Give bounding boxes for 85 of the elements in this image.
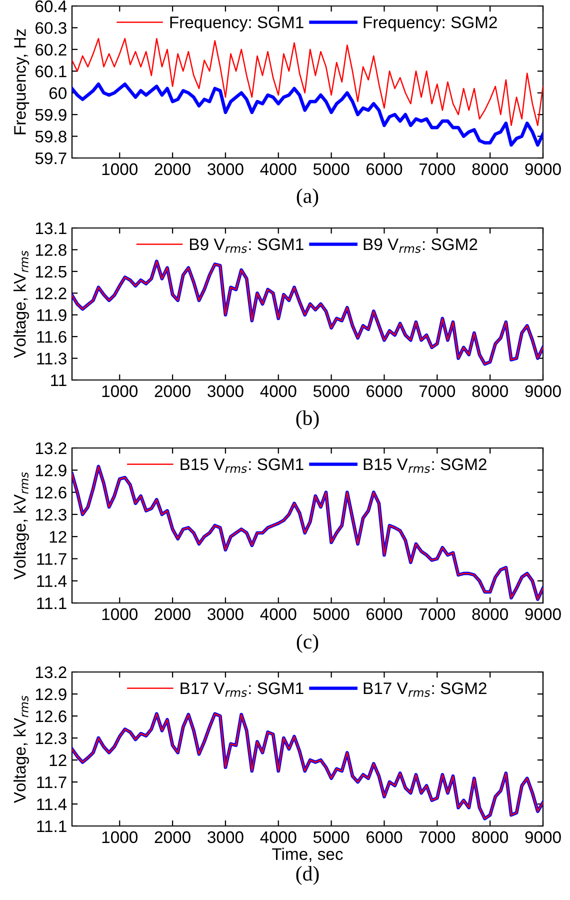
y-tick-label: 60.1 bbox=[36, 66, 66, 78]
legend-label: B17 V$_{rms}$: SGM2 bbox=[364, 682, 486, 697]
x-tick-label: 6000 bbox=[366, 163, 402, 176]
x-tick-label: 3000 bbox=[208, 163, 244, 176]
x-tick-label: 2000 bbox=[154, 831, 190, 844]
y-tick-label: 12 bbox=[50, 754, 66, 766]
y-tick-label: 12.9 bbox=[36, 464, 66, 476]
y-tick-label: 11.7 bbox=[37, 776, 66, 788]
x-tick-label: 9000 bbox=[525, 163, 561, 176]
x-tick-label: 4000 bbox=[260, 831, 296, 844]
x-tick-label: 1000 bbox=[102, 385, 138, 398]
x-tick-label: 6000 bbox=[366, 831, 402, 844]
y-tick-label: 59.7 bbox=[35, 152, 66, 164]
x-tick-label: 3000 bbox=[208, 831, 244, 844]
y-tick-label: 60 bbox=[49, 87, 66, 100]
y-tick-label: 12.5 bbox=[36, 266, 66, 278]
text: (a) bbox=[296, 188, 318, 208]
x-tick-label: 7000 bbox=[419, 831, 456, 844]
x-tick-label: 8000 bbox=[472, 163, 508, 176]
y-tick-label: 12.8 bbox=[36, 244, 66, 256]
x-axis-title: Time, sec bbox=[272, 848, 343, 862]
x-tick-label: 7000 bbox=[419, 608, 456, 620]
y-tick-label: 13.1 bbox=[36, 222, 66, 234]
x-tick-label: 8000 bbox=[472, 831, 508, 844]
x-tick-label: 5000 bbox=[313, 831, 350, 844]
y-axis-title: Voltage, kV$_{rms}$ bbox=[13, 696, 30, 804]
text: (d) bbox=[296, 866, 319, 885]
y-tick-label: 11.1 bbox=[37, 820, 66, 832]
y-tick-label: 11.1 bbox=[37, 598, 66, 610]
legend-label: Frequency: SGM1 bbox=[170, 16, 304, 32]
y-tick-label: 11.4 bbox=[37, 575, 67, 587]
y-tick-label: 12.6 bbox=[36, 486, 66, 498]
x-tick-label: 4000 bbox=[260, 608, 296, 620]
x-tick-label: 6000 bbox=[366, 385, 402, 398]
x-tick-label: 3000 bbox=[208, 385, 244, 398]
y-tick-label: 60.4 bbox=[36, 0, 67, 12]
y-axis-title: Frequency, Hz bbox=[14, 29, 30, 134]
legend-label: B15 V$_{rms}$: SGM1 bbox=[180, 458, 304, 473]
y-tick-label: 12 bbox=[50, 530, 66, 543]
y-tick-label: 59.9 bbox=[35, 108, 66, 121]
x-tick-label: 7000 bbox=[419, 385, 456, 398]
x-tick-label: 9000 bbox=[525, 385, 561, 398]
y-tick-label: 11.7 bbox=[37, 553, 66, 565]
x-tick-label: 2000 bbox=[154, 608, 190, 620]
y-tick-label: 11.9 bbox=[37, 309, 66, 322]
legend-label: B15 V$_{rms}$: SGM2 bbox=[364, 458, 486, 473]
x-tick-label: 2000 bbox=[154, 163, 190, 176]
x-tick-label: 8000 bbox=[472, 385, 508, 398]
x-tick-label: 5000 bbox=[313, 608, 350, 620]
y-tick-label: 59.8 bbox=[35, 130, 66, 142]
y-tick-label: 60.2 bbox=[36, 44, 66, 56]
y-tick-label: 12.3 bbox=[36, 732, 66, 744]
y-tick-label: 12.2 bbox=[36, 288, 66, 300]
y-tick-label: 12.3 bbox=[36, 508, 66, 521]
text: (b) bbox=[296, 410, 319, 430]
legend-label: B9 V$_{rms}$: SGM2 bbox=[364, 238, 478, 253]
x-tick-label: 4000 bbox=[260, 163, 296, 176]
y-tick-label: 11.3 bbox=[37, 352, 66, 364]
x-tick-label: 6000 bbox=[366, 608, 402, 620]
x-tick-label: 8000 bbox=[472, 608, 508, 620]
x-tick-label: 4000 bbox=[260, 385, 296, 398]
x-tick-label: 3000 bbox=[208, 608, 244, 620]
legend-label: B17 V$_{rms}$: SGM1 bbox=[180, 682, 304, 697]
legend-label: Frequency: SGM2 bbox=[364, 16, 497, 32]
x-tick-label: 1000 bbox=[102, 608, 138, 620]
x-tick-label: 2000 bbox=[154, 385, 190, 398]
x-tick-label: 5000 bbox=[313, 163, 350, 176]
y-tick-label: 13.2 bbox=[36, 666, 66, 678]
y-tick-label: 12.6 bbox=[36, 710, 66, 722]
x-tick-label: 9000 bbox=[525, 831, 561, 844]
text: (c) bbox=[296, 634, 318, 653]
y-tick-label: 11.4 bbox=[37, 798, 67, 810]
y-tick-label: 11.6 bbox=[37, 330, 66, 343]
x-tick-label: 7000 bbox=[419, 163, 456, 176]
y-tick-label: 60.3 bbox=[36, 22, 66, 34]
x-tick-label: 1000 bbox=[102, 163, 138, 176]
y-tick-label: 11 bbox=[51, 374, 66, 386]
y-axis-title: Voltage, kV$_{rms}$ bbox=[13, 250, 30, 358]
y-tick-label: 13.2 bbox=[36, 442, 66, 454]
x-tick-label: 9000 bbox=[525, 608, 561, 620]
y-tick-label: 12.9 bbox=[36, 688, 66, 700]
x-tick-label: 1000 bbox=[102, 831, 138, 844]
y-axis-title: Voltage, kV$_{rms}$ bbox=[13, 472, 30, 580]
x-tick-label: 5000 bbox=[313, 385, 350, 398]
legend-label: B9 V$_{rms}$: SGM1 bbox=[190, 238, 304, 253]
